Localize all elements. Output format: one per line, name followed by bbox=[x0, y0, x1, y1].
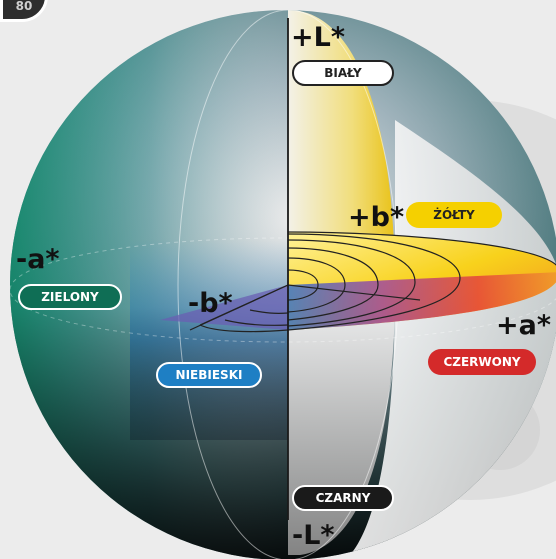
ab-plane-slice bbox=[160, 231, 556, 333]
axis-minus-l: -L* bbox=[292, 520, 335, 551]
page-number-badge: 80 bbox=[0, 0, 48, 22]
axis-plus-a: +a* bbox=[496, 310, 551, 341]
axis-minus-a: -a* bbox=[16, 244, 60, 275]
axis-plus-b: +b* bbox=[348, 202, 405, 233]
green-label-pill: ZIELONY bbox=[18, 284, 122, 310]
axis-minus-b: -b* bbox=[188, 288, 233, 319]
blue-label-pill: NIEBIESKI bbox=[156, 362, 262, 388]
page-number: 80 bbox=[15, 0, 33, 13]
axis-plus-l: +L* bbox=[291, 22, 345, 53]
red-label-pill: CZERWONY bbox=[428, 349, 536, 375]
white-label-pill: BIAŁY bbox=[292, 60, 394, 86]
yellow-label-pill: ŻÓŁTY bbox=[406, 202, 502, 228]
black-label-pill: CZARNY bbox=[292, 485, 394, 511]
